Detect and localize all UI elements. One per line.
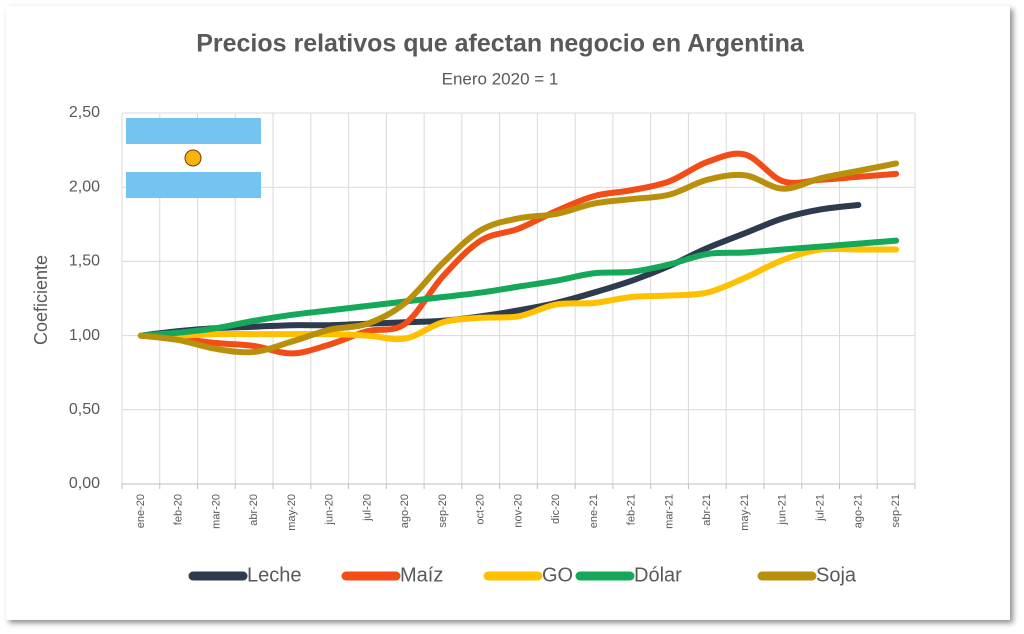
x-tick-label: jul-20 (361, 494, 373, 522)
x-tick-label: sep-20 (437, 494, 449, 528)
chart-title: Precios relativos que afectan negocio en… (196, 30, 805, 58)
x-tick-label: ene-20 (135, 494, 147, 528)
plot-area: 0,00 0,50 1,00 1,50 2,00 2,50 ene-20 feb-20 mar-… (69, 104, 916, 531)
series-line (137, 160, 900, 356)
y-tick-label: 1,50 (69, 253, 100, 270)
legend-label: Soja (816, 564, 857, 586)
series-line (137, 237, 900, 339)
x-tick-label: jul-21 (815, 494, 827, 522)
y-tick-label: 0,50 (69, 401, 100, 418)
x-tick-label: mar-20 (210, 494, 222, 529)
x-tick-label: oct-20 (475, 494, 487, 525)
x-tick-label: ago-21 (852, 494, 864, 528)
legend-label: Maíz (400, 564, 443, 586)
x-tick-label: sep-21 (890, 494, 902, 528)
y-tick-label: 2,00 (69, 178, 100, 195)
x-tick-label: dic-20 (550, 494, 562, 524)
series-line (137, 245, 900, 343)
legend-label: GO (542, 564, 573, 586)
x-tick-label: feb-20 (173, 494, 185, 525)
x-tick-label: abr-20 (248, 494, 260, 526)
legend-label: Dólar (634, 564, 682, 586)
x-tick-label: feb-21 (626, 494, 638, 525)
y-tick-label: 0,00 (69, 475, 100, 492)
y-axis-title: Coeficiente (31, 255, 51, 345)
x-tick-label: mar-21 (663, 494, 675, 529)
x-tick-label: may-20 (286, 494, 298, 531)
legend-label: Leche (247, 564, 302, 586)
x-tick-label: abr-21 (701, 494, 713, 526)
x-tick-label: jun-21 (777, 494, 789, 526)
series-line (137, 202, 862, 339)
x-tick-label: ene-21 (588, 494, 600, 528)
y-tick-label: 2,50 (69, 104, 100, 121)
chart-subtitle: Enero 2020 = 1 (442, 69, 559, 88)
y-tick-label: 1,00 (69, 327, 100, 344)
flag (126, 118, 261, 198)
x-tick-label: nov-20 (512, 494, 524, 528)
x-tick-label: jun-20 (324, 494, 336, 526)
x-tick-label: may-21 (739, 494, 751, 531)
x-tick-label: ago-20 (399, 494, 411, 528)
